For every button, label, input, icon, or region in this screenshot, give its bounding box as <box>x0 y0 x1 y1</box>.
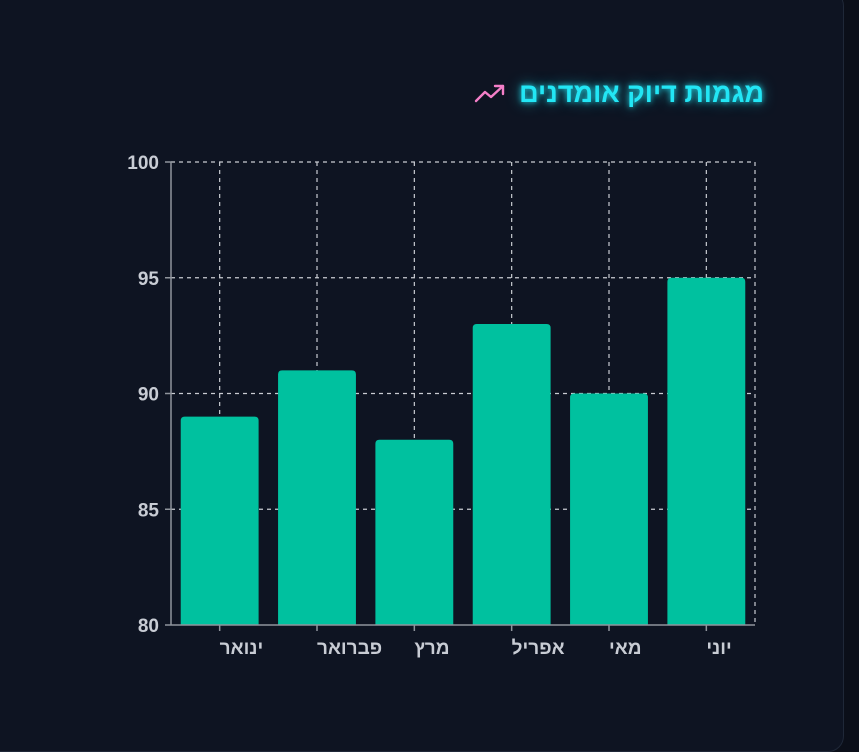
x-tick-label: פברואר <box>317 638 382 659</box>
bar-1[interactable] <box>180 416 259 625</box>
bar-2[interactable] <box>278 370 356 625</box>
bar-chart: 80 85 90 95 100 ינואר פברואר מרץ אפריל מאי יוני <box>127 153 756 659</box>
y-tick-label: 85 <box>138 500 160 521</box>
x-tick-label: מרץ <box>414 638 449 659</box>
chart-header: מגמות דיוק אומדנים <box>473 78 764 109</box>
x-tick-label: יוני <box>706 638 731 659</box>
bar-3[interactable] <box>375 439 454 625</box>
chart-title: מגמות דיוק אומדנים <box>519 78 764 108</box>
y-tick-label: 95 <box>138 269 160 290</box>
y-tick-label: 100 <box>127 153 159 174</box>
bars <box>180 277 746 626</box>
bar-4[interactable] <box>472 324 551 625</box>
y-tick-label: 80 <box>138 616 159 637</box>
y-tick-label: 90 <box>138 385 159 406</box>
x-tick-label: ינואר <box>220 638 264 659</box>
bar-6[interactable] <box>667 277 746 625</box>
x-tick-label: מאי <box>609 638 642 659</box>
trending-up-icon <box>474 84 505 102</box>
bar-5[interactable] <box>570 393 648 626</box>
x-tick-label: אפריל <box>512 638 565 659</box>
x-axis-ticks: ינואר פברואר מרץ אפריל מאי יוני <box>218 625 732 659</box>
y-axis-ticks: 80 85 90 95 100 <box>127 153 171 637</box>
